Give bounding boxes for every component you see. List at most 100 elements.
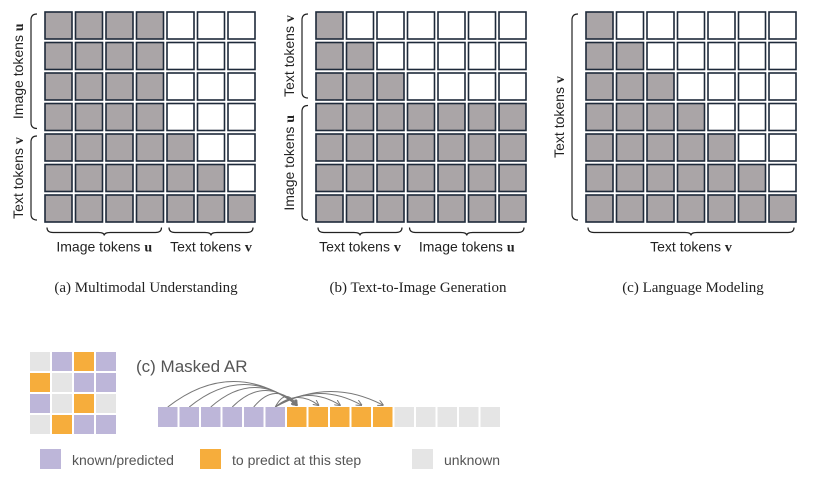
mask-cell — [166, 194, 195, 223]
mask-cell — [135, 102, 165, 132]
mask-cell — [768, 133, 797, 162]
mask-cell — [437, 163, 466, 193]
caption-multimodal-understanding: (a) Multimodal Understanding — [54, 280, 238, 296]
mask-cell — [437, 102, 466, 132]
mask-cell — [227, 194, 256, 223]
mask-cell — [135, 11, 165, 40]
sequence-token-known — [244, 407, 264, 427]
mask-cell — [315, 194, 344, 223]
mask-cell — [707, 163, 736, 193]
mask-cell — [376, 133, 405, 162]
mask-cell — [615, 11, 645, 40]
mask-cell — [196, 72, 226, 101]
mask-cell — [315, 72, 344, 101]
bottom-label-understanding-1-text: Text tokens — [170, 239, 245, 255]
left-brace — [301, 13, 309, 99]
mask-cell — [345, 102, 375, 132]
mask-cell — [105, 163, 134, 193]
bottom-label-text-to-image-1: Image tokens u — [419, 239, 515, 256]
bottom-brace — [587, 227, 795, 236]
mask-cell — [406, 41, 436, 71]
sequence-token-predict — [308, 407, 328, 427]
sequence-token-known — [222, 407, 242, 427]
mask-cell — [227, 133, 256, 162]
sequence-token-unknown — [416, 407, 436, 427]
mask-cell — [376, 163, 405, 193]
mask-cell — [227, 72, 256, 101]
bottom-brace — [408, 227, 525, 236]
mask-cell — [615, 72, 645, 101]
mask-cell — [376, 11, 405, 40]
mask-cell — [498, 163, 527, 193]
mask-cell — [707, 133, 736, 162]
mask-cell — [437, 194, 466, 223]
mask-cell — [615, 41, 645, 71]
mask-cell — [345, 41, 375, 71]
mask-cell — [467, 41, 497, 71]
bottom-label-text-to-image-1-symbol: u — [507, 241, 515, 256]
left-label-understanding-0: Image tokens u — [10, 23, 27, 119]
left-label-text-to-image-0-symbol: v — [283, 15, 298, 22]
mask-cell — [676, 72, 706, 101]
mask-cell — [676, 194, 706, 223]
mask-cell — [498, 102, 527, 132]
caption-text-to-image-generation: (b) Text-to-Image Generation — [330, 280, 507, 296]
mask-cell — [345, 194, 375, 223]
mask-cell — [646, 41, 675, 71]
legend: known/predicted to predict at this step un… — [40, 449, 500, 469]
dependency-arc — [274, 396, 297, 408]
mask-cell — [768, 163, 797, 193]
mask-cell — [585, 133, 614, 162]
mask-cell — [707, 72, 736, 101]
mask-cell — [615, 194, 645, 223]
mini-grid-cell-unknown — [52, 373, 72, 392]
mask-cell — [676, 133, 706, 162]
sequence-token-unknown — [459, 407, 479, 427]
mask-cell — [646, 194, 675, 223]
mask-cell — [315, 133, 344, 162]
mask-cell — [166, 11, 195, 40]
mask-cell — [467, 133, 497, 162]
mask-cell — [44, 194, 73, 223]
sequence-token-known — [158, 407, 178, 427]
mask-cell — [135, 133, 165, 162]
mask-cell — [105, 72, 134, 101]
bottom-label-understanding-1-symbol: v — [245, 241, 252, 256]
masked-ar-title: (c) Masked AR — [136, 357, 247, 376]
left-label-language-modeling-0-symbol: v — [553, 76, 568, 83]
mini-grid-cell-predict — [30, 373, 50, 392]
mask-cell — [105, 41, 134, 71]
mask-cell — [498, 11, 527, 40]
mask-cell — [406, 102, 436, 132]
mini-grid-cell-unknown — [96, 394, 116, 413]
mask-cell — [585, 11, 614, 40]
mask-cell — [196, 163, 226, 193]
mask-cell — [406, 133, 436, 162]
left-brace — [571, 13, 579, 221]
mask-cell — [166, 133, 195, 162]
mask-cell — [676, 11, 706, 40]
left-label-understanding-1-symbol: v — [12, 137, 27, 144]
mask-cell — [44, 11, 73, 40]
mask-cell — [646, 163, 675, 193]
mask-cell — [196, 194, 226, 223]
mask-cell — [345, 133, 375, 162]
masked-ar-dependency-arcs — [167, 381, 383, 408]
mask-cell — [646, 72, 675, 101]
mask-cell — [467, 194, 497, 223]
mini-grid-cell-known — [74, 373, 94, 392]
mask-cell — [227, 163, 256, 193]
legend-swatch-known — [40, 449, 61, 469]
legend-label-known: known/predicted — [72, 452, 174, 468]
mini-grid-cell-known — [52, 352, 72, 371]
mask-cell — [585, 194, 614, 223]
mask-cell — [135, 72, 165, 101]
legend-swatch-unknown — [412, 449, 433, 469]
mask-cell — [646, 11, 675, 40]
left-label-understanding-0-text: Image tokens — [10, 31, 26, 119]
mask-cell — [105, 194, 134, 223]
left-label-text-to-image-1: Image tokens u — [281, 115, 298, 211]
mask-cell — [615, 133, 645, 162]
mask-cell — [737, 41, 767, 71]
mask-cell — [437, 41, 466, 71]
